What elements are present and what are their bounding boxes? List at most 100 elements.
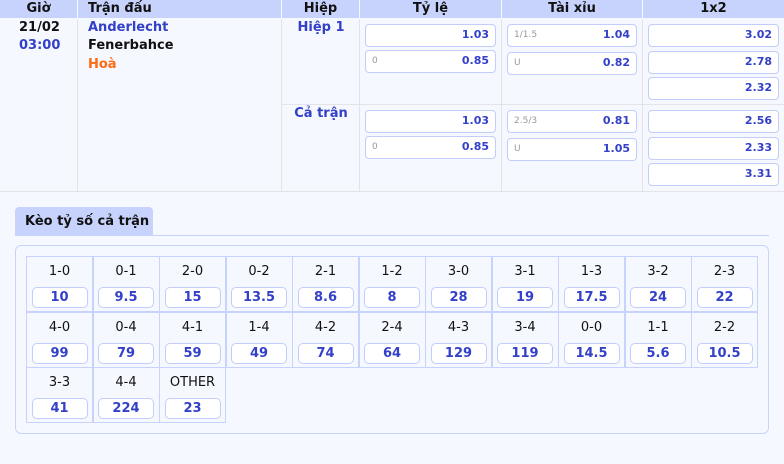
score-label: 0-0: [580, 319, 603, 335]
over-under-line: U: [514, 58, 521, 68]
score-label: 2-2: [713, 319, 736, 335]
score-label: 2-0: [181, 264, 204, 279]
header-over-under: Tài xỉu: [502, 0, 643, 18]
1x2-odds-button[interactable]: 2.56: [648, 110, 779, 133]
score-odds-button[interactable]: 49: [231, 342, 287, 364]
score-cell: 1-1 5.6: [624, 311, 692, 368]
score-label: OTHER: [169, 375, 216, 390]
score-cell: 4-0 99: [26, 311, 93, 368]
odds-value: 0.85: [461, 54, 489, 67]
score-cell: 4-3 129: [425, 311, 492, 368]
score-odds-button[interactable]: 13.5: [231, 287, 287, 308]
score-odds-button[interactable]: 64: [364, 342, 420, 364]
score-cell: 1-0 10: [26, 256, 93, 312]
score-odds-button[interactable]: 10: [31, 287, 88, 308]
period-label: Cả trận: [294, 106, 348, 121]
over-under-odds-button[interactable]: 1/1.5 1.04: [507, 24, 637, 47]
score-odds-button[interactable]: 74: [297, 342, 354, 364]
header-match: Trận đấu: [78, 0, 282, 18]
odds-value: 0.85: [461, 140, 489, 153]
score-odds-button[interactable]: 24: [630, 287, 686, 308]
odds-value: 1.04: [602, 28, 630, 41]
score-odds-button[interactable]: 17.5: [563, 287, 620, 308]
1x2-odds-button[interactable]: 2.78: [648, 50, 779, 74]
period-label: Hiệp 1: [297, 20, 345, 35]
1x2-odds-button[interactable]: 2.33: [648, 136, 779, 160]
score-odds-button[interactable]: 28: [430, 287, 487, 308]
score-cell: 0-4 79: [92, 311, 160, 368]
score-odds-button[interactable]: 22: [696, 287, 753, 308]
score-cell: 1-4 49: [225, 311, 293, 368]
score-cell: OTHER 23: [159, 367, 226, 423]
over-under-line: U: [514, 144, 521, 154]
correct-score-panel: [15, 245, 769, 434]
score-cell: 2-2 10.5: [691, 311, 758, 368]
header-1x2: 1x2: [700, 1, 727, 16]
odds-value: 0.81: [602, 114, 630, 127]
handicap-line: 0: [372, 56, 378, 66]
score-label: 3-4: [514, 319, 536, 335]
header-handicap: Tỷ lệ: [360, 0, 502, 18]
score-cell: 3-1 19: [491, 256, 559, 312]
1x2-odds-button[interactable]: 2.32: [648, 77, 779, 100]
score-odds-button[interactable]: 79: [98, 342, 154, 364]
match-date: 21/02: [19, 20, 60, 35]
odds-value: 0.82: [602, 56, 630, 69]
odds-value: 2.32: [744, 81, 772, 94]
1x2-odds-button[interactable]: 3.31: [648, 163, 779, 186]
score-label: 0-4: [115, 319, 137, 335]
score-odds-button[interactable]: 8: [364, 287, 420, 308]
score-odds-button[interactable]: 5.6: [630, 342, 686, 364]
score-cell: 2-3 22: [691, 256, 758, 312]
score-cell: 1-3 17.5: [558, 256, 625, 312]
score-cell: 4-1 59: [159, 311, 226, 368]
score-label: 3-2: [647, 264, 669, 279]
over-under-odds-button[interactable]: U 1.05: [507, 138, 637, 161]
score-cell: 0-0 14.5: [558, 311, 625, 368]
over-under-odds-button[interactable]: U 0.82: [507, 52, 637, 75]
score-odds-button[interactable]: 119: [497, 342, 553, 364]
tab-correct-score[interactable]: Kèo tỷ số cả trận: [15, 207, 153, 236]
score-cell: 3-0 28: [425, 256, 492, 312]
score-odds-button[interactable]: 10.5: [696, 342, 753, 364]
header-period: Hiệp: [282, 0, 360, 18]
home-team[interactable]: Anderlecht: [88, 20, 169, 35]
score-odds-button[interactable]: 59: [164, 342, 221, 364]
score-label: 4-4: [115, 375, 137, 390]
score-cell: 0-1 9.5: [92, 256, 160, 312]
handicap-odds-button[interactable]: 0 0.85: [365, 136, 496, 159]
score-cell: 3-3 41: [26, 367, 93, 423]
score-label: 4-3: [447, 319, 470, 335]
away-team[interactable]: Fenerbahce: [88, 38, 174, 53]
score-label: 2-4: [381, 319, 403, 335]
handicap-odds-button[interactable]: 1.03: [365, 110, 496, 133]
handicap-odds-button[interactable]: 1.03: [365, 24, 496, 47]
score-label: 3-1: [514, 264, 536, 279]
score-odds-button[interactable]: 23: [164, 398, 221, 419]
score-cell: 3-4 119: [491, 311, 559, 368]
match-time: 03:00: [19, 38, 61, 53]
score-odds-button[interactable]: 129: [430, 342, 487, 364]
score-label: 3-3: [48, 375, 71, 390]
score-cell: 2-4 64: [358, 311, 426, 368]
score-odds-button[interactable]: 14.5: [563, 342, 620, 364]
draw-label: Hoà: [88, 57, 117, 72]
score-label: 0-2: [248, 264, 270, 279]
score-odds-button[interactable]: 99: [31, 342, 88, 364]
odds-value: 3.31: [744, 167, 772, 180]
score-odds-button[interactable]: 19: [497, 287, 553, 308]
handicap-odds-button[interactable]: 0 0.85: [365, 50, 496, 73]
score-odds-button[interactable]: 15: [164, 287, 221, 308]
1x2-odds-button[interactable]: 3.02: [648, 24, 779, 47]
score-label: 2-1: [314, 264, 337, 279]
odds-value: 1.05: [602, 142, 630, 155]
score-label: 4-1: [181, 319, 204, 335]
score-odds-button[interactable]: 41: [31, 398, 88, 419]
score-odds-button[interactable]: 224: [98, 398, 154, 419]
score-odds-button[interactable]: 8.6: [297, 287, 354, 308]
score-label: 4-0: [48, 319, 71, 335]
over-under-odds-button[interactable]: 2.5/3 0.81: [507, 110, 637, 133]
score-label: 2-3: [713, 264, 736, 279]
score-odds-button[interactable]: 9.5: [98, 287, 154, 308]
score-cell: 4-2 74: [292, 311, 359, 368]
